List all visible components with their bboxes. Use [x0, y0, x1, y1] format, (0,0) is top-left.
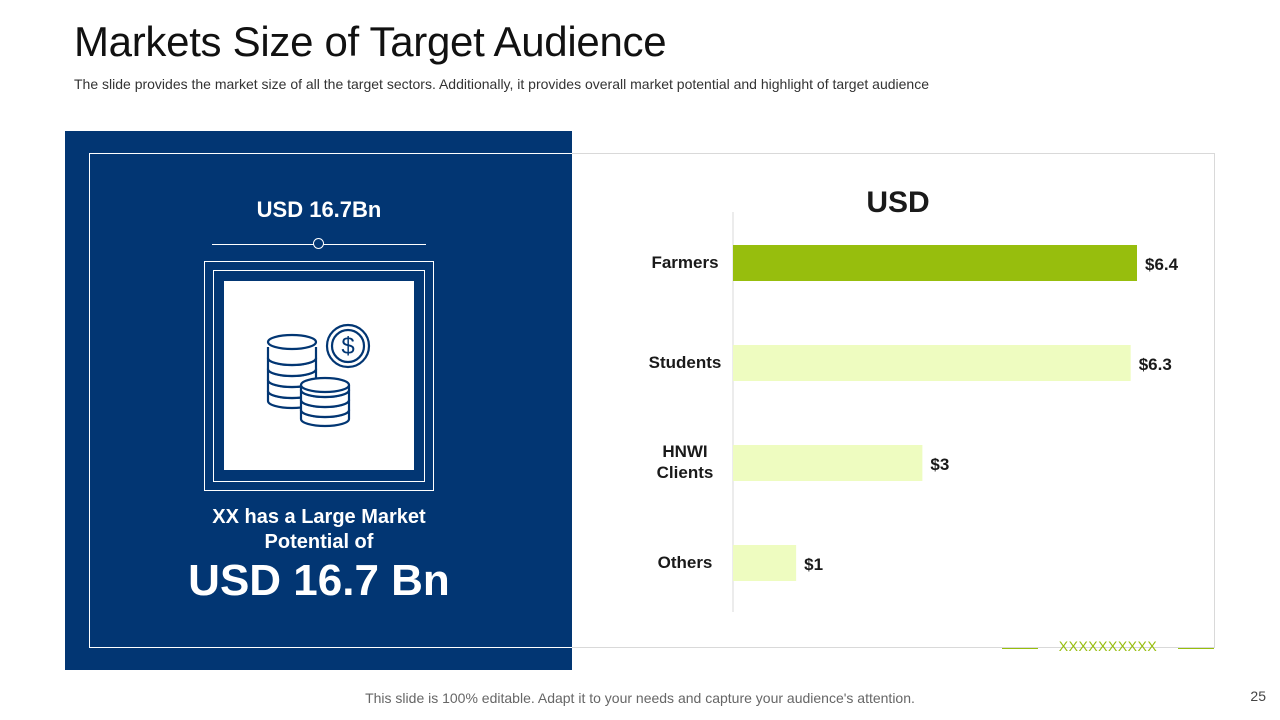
page-title: Markets Size of Target Audience [74, 18, 667, 65]
category-label: Others [658, 553, 713, 572]
value-label: $6.4 [1145, 255, 1179, 274]
coins-dollar-icon: $ [266, 323, 371, 428]
value-label: $6.3 [1139, 355, 1172, 374]
category-label: HNWI Clients [657, 442, 714, 482]
bar-hnwi-clients [733, 445, 923, 481]
legend-line-left [1002, 648, 1038, 649]
bar-chart: Farmers $6.4 Students $6.3 HNWI Clients $3 Othe… [649, 212, 1179, 612]
chart-title: USD [866, 186, 930, 219]
category-label: Students [649, 353, 722, 372]
panel-inner-frame [89, 153, 572, 648]
footer-note: This slide is 100% editable. Adapt it to… [365, 690, 915, 706]
category-label: Farmers [651, 253, 718, 272]
image-frame-inner [213, 270, 425, 482]
image-frame-outer [204, 261, 434, 491]
potential-caption: XX has a Large Market Potential of [212, 506, 426, 553]
bar-students [733, 345, 1131, 381]
panel-divider-dot [313, 238, 324, 249]
legend-line-right [1178, 648, 1214, 649]
panel-top-value: USD 16.7Bn [256, 197, 382, 222]
page-subtitle: The slide provides the market size of al… [74, 76, 929, 92]
value-label: $3 [930, 455, 949, 474]
bar-farmers [733, 245, 1137, 281]
market-size-value: USD 16.7 Bn [188, 556, 450, 605]
image-box [224, 281, 414, 470]
legend-label: XXXXXXXXXX [1058, 638, 1158, 654]
page-number: 25 [1250, 688, 1266, 704]
value-label: $1 [804, 555, 823, 574]
svg-text:$: $ [341, 333, 354, 360]
bar-others [733, 545, 797, 581]
